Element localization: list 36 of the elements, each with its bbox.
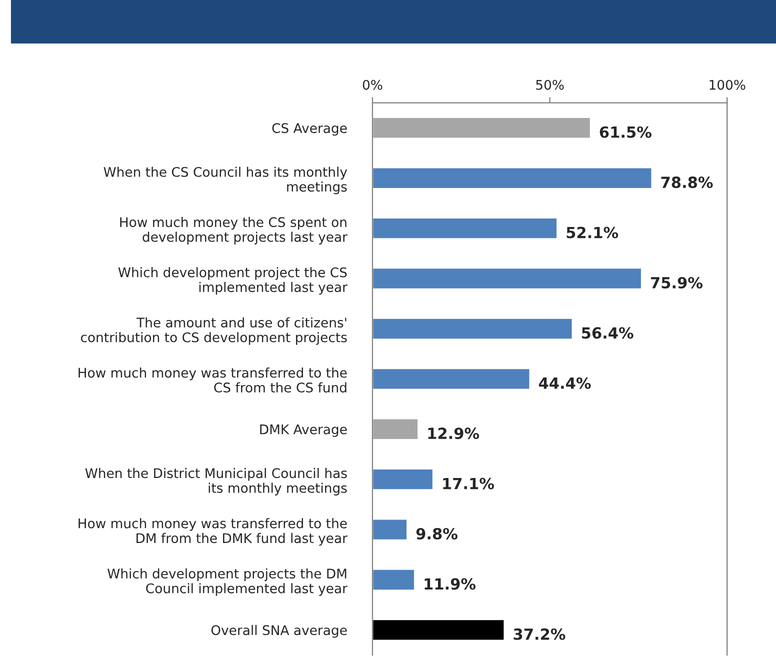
bar	[372, 166, 653, 190]
y-tick-label: The amount and use of citizens' contribution to CS development projects	[80, 317, 347, 345]
data-label: 44.4%	[538, 377, 591, 389]
bar	[372, 618, 506, 642]
y-tick-label: Overall SNA average	[211, 624, 347, 638]
bar	[372, 568, 416, 591]
bar	[372, 468, 434, 491]
bar	[372, 217, 558, 240]
data-label: 52.1%	[566, 226, 618, 238]
bar	[372, 116, 592, 140]
data-label: 75.9%	[651, 276, 702, 289]
y-tick-label: CS Average	[272, 123, 347, 136]
data-label: 12.9%	[428, 428, 480, 440]
data-label: 61.5%	[600, 126, 652, 138]
y-tick-label: DMK Average	[260, 424, 347, 437]
data-label: 11.9%	[424, 578, 476, 590]
y-tick-label: How much money was transferred to the DM from the DMK fund last year	[78, 518, 348, 546]
bar	[372, 418, 419, 440]
data-label: 78.8%	[661, 176, 713, 188]
y-tick-label: When the District Municipal Council has its monthly meetings	[85, 468, 347, 496]
y-tick-label: Which development projects the DM Council implemented last year	[108, 568, 348, 596]
data-label: 37.2%	[514, 628, 566, 640]
y-tick-label: How much money was transferred to the CS from the CS fund	[78, 368, 347, 393]
data-label: 17.1%	[443, 478, 494, 490]
bar	[372, 518, 408, 541]
y-tick-label: How much money the CS spent on development projects last year	[120, 216, 348, 244]
bar	[372, 317, 574, 340]
data-label: 9.8%	[416, 528, 458, 540]
y-tick-label: When the CS Council has its monthly meetings	[104, 166, 348, 194]
x-tick-label: 0%	[362, 80, 382, 90]
y-tick-label: Which development project the CS implemented last year	[118, 267, 348, 295]
bar	[372, 267, 642, 290]
bar	[372, 368, 531, 390]
x-tick-label: 50%	[536, 80, 564, 90]
x-tick-label: 100%	[710, 80, 746, 90]
data-label: 56.4%	[582, 327, 634, 339]
